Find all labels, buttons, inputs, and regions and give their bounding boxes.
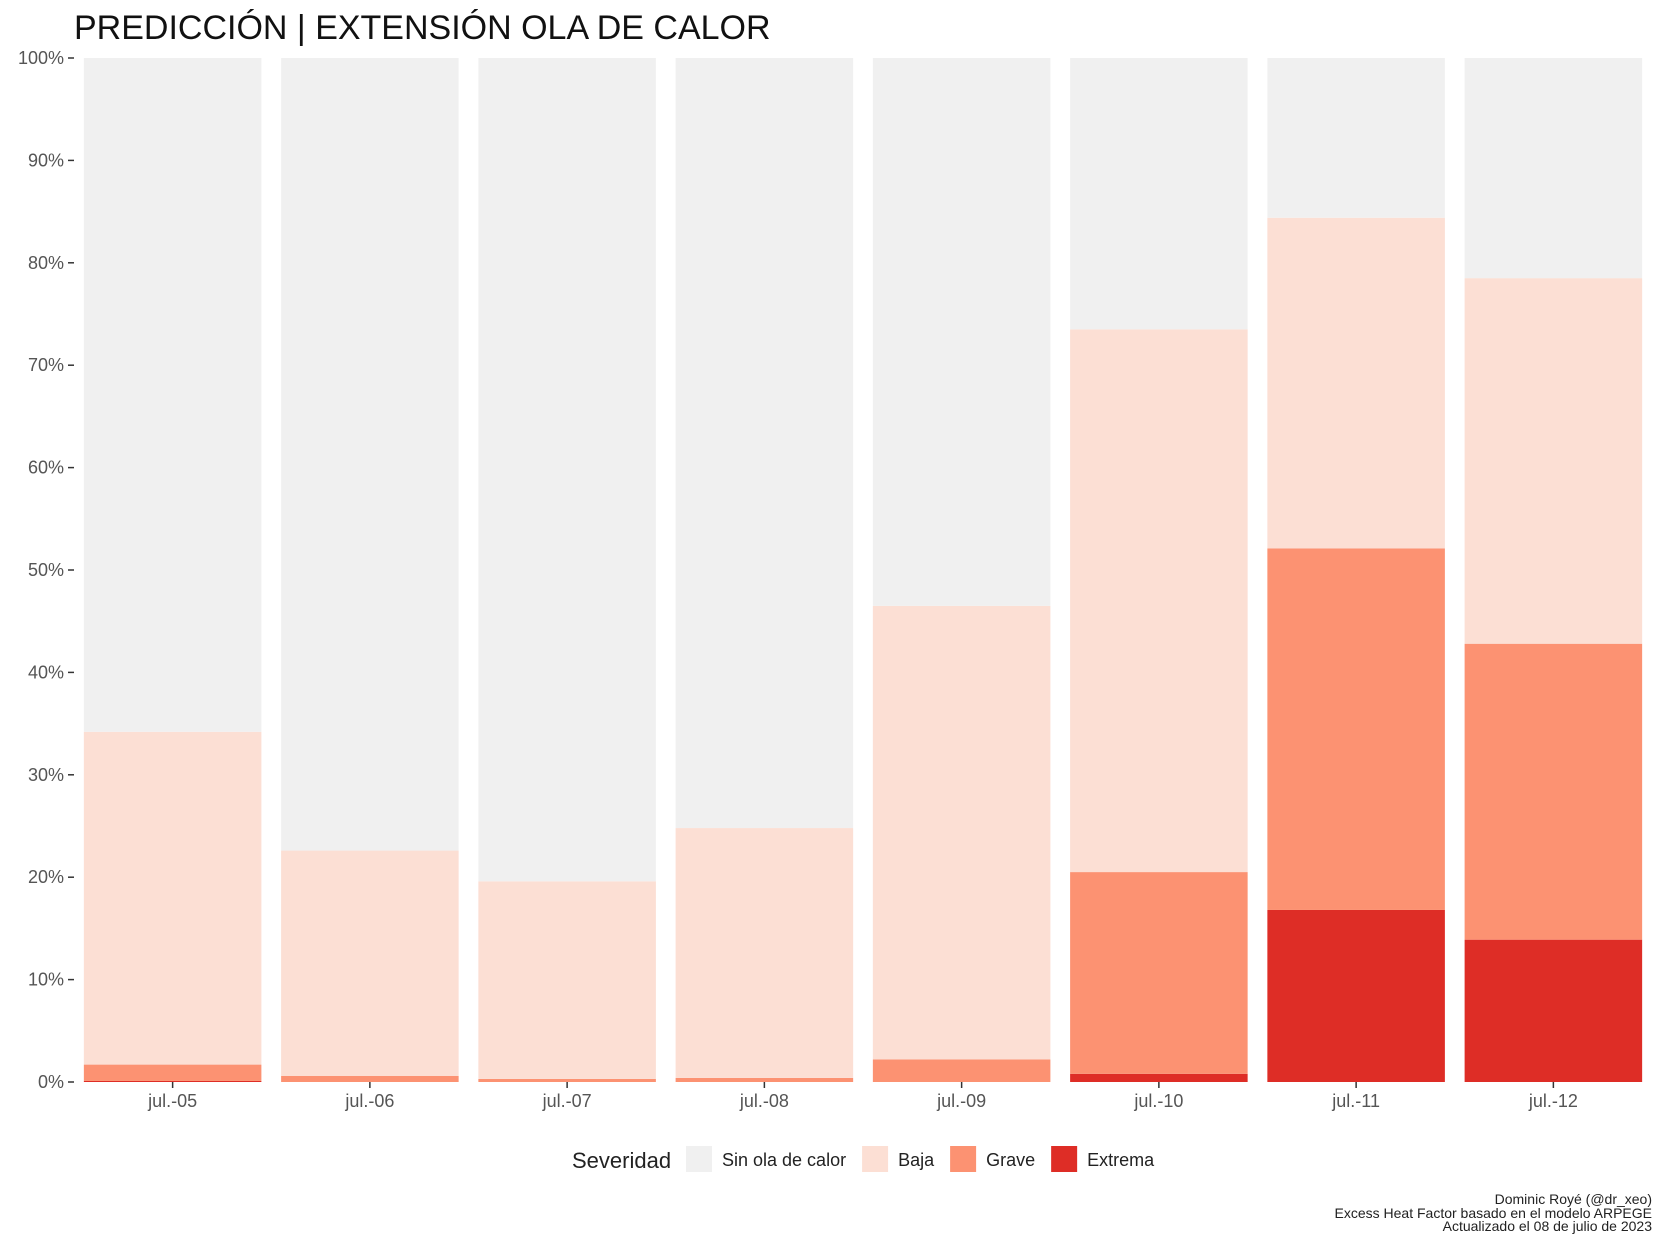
caption-line-updated: Actualizado el 08 de julio de 2023	[1443, 1218, 1653, 1234]
x-tick-label: jul.-07	[542, 1091, 592, 1111]
y-tick-label: 100%	[18, 48, 64, 68]
x-tick-label: jul.-09	[936, 1091, 986, 1111]
bar-segment-grave	[83, 1064, 262, 1081]
legend-label-sin-ola-de-calor: Sin ola de calor	[722, 1150, 846, 1170]
bar-segment-sin-ola-de-calor	[83, 58, 262, 732]
bar-segment-extrema	[1267, 909, 1445, 1082]
bar-segment-baja	[281, 850, 459, 1076]
x-tick-label: jul.-08	[739, 1091, 789, 1111]
bar-segment-baja	[872, 605, 1051, 1060]
bar-segment-grave	[281, 1075, 459, 1082]
bar-segment-sin-ola-de-calor	[478, 58, 656, 882]
bar-segment-sin-ola-de-calor	[1267, 58, 1445, 218]
y-tick-label: 80%	[28, 253, 64, 273]
caption: Dominic Royé (@dr_xeo) Excess Heat Facto…	[1335, 1191, 1653, 1234]
bar-segment-baja	[1070, 329, 1248, 873]
x-axis: jul.-05 jul.-06 jul.-07 jul.-08 jul.-09 jul.-…	[147, 1082, 1578, 1111]
x-tick-label: jul.-06	[344, 1091, 394, 1111]
legend: Severidad Sin ola de calor Baja Grave Extre…	[572, 1146, 1155, 1173]
legend-key-grave	[950, 1146, 977, 1172]
legend-label-baja: Baja	[898, 1150, 935, 1170]
caption-line-author: Dominic Royé (@dr_xeo)	[1495, 1191, 1652, 1207]
y-tick-label: 0%	[38, 1072, 64, 1092]
bar-segment-baja	[478, 881, 656, 1079]
bar-segment-extrema	[1464, 939, 1643, 1082]
bar-segment-extrema	[1070, 1073, 1248, 1082]
bar-segment-sin-ola-de-calor	[1464, 58, 1643, 279]
bar-segment-extrema	[83, 1080, 262, 1082]
legend-label-grave: Grave	[986, 1150, 1035, 1170]
caption-line-source: Excess Heat Factor basado en el modelo A…	[1335, 1205, 1653, 1221]
bar-segment-sin-ola-de-calor	[1070, 58, 1248, 330]
y-tick-label: 70%	[28, 355, 64, 375]
bar-segment-grave	[1464, 643, 1643, 940]
legend-label-extrema: Extrema	[1087, 1150, 1155, 1170]
chart-title: PREDICCIÓN | EXTENSIÓN OLA DE CALOR	[74, 9, 771, 47]
bar-segment-sin-ola-de-calor	[281, 58, 459, 851]
bar-segment-grave	[1267, 548, 1445, 910]
bar-segment-grave	[478, 1078, 656, 1082]
bar-segment-grave	[1070, 872, 1248, 1074]
bar-segment-grave	[872, 1059, 1051, 1082]
legend-title: Severidad	[572, 1148, 671, 1173]
y-tick-label: 90%	[28, 150, 64, 170]
y-tick-label: 40%	[28, 662, 64, 682]
x-tick-label: jul.-10	[1133, 1091, 1183, 1111]
bar-segment-baja	[1267, 217, 1445, 549]
x-tick-label: jul.-05	[147, 1091, 197, 1111]
y-axis: 0% 10% 20% 30% 40% 50% 60% 70% 80% 90% 100%	[18, 48, 74, 1092]
bar-segment-grave	[675, 1077, 854, 1082]
x-tick-label: jul.-11	[1331, 1091, 1380, 1111]
legend-key-baja	[862, 1146, 889, 1172]
y-tick-label: 50%	[28, 560, 64, 580]
bar-segment-baja	[1464, 278, 1643, 644]
bar-segment-sin-ola-de-calor	[675, 58, 854, 829]
legend-key-extrema	[1051, 1146, 1078, 1172]
bar-segment-baja	[675, 828, 854, 1078]
y-tick-label: 20%	[28, 867, 64, 887]
x-tick-label: jul.-12	[1528, 1091, 1578, 1111]
legend-key-sin-ola-de-calor	[686, 1146, 712, 1172]
bars-layer	[83, 58, 1643, 1082]
bar-segment-baja	[83, 731, 262, 1065]
bar-segment-sin-ola-de-calor	[872, 58, 1051, 606]
y-tick-label: 30%	[28, 765, 64, 785]
y-tick-label: 10%	[28, 970, 64, 990]
y-tick-label: 60%	[28, 458, 64, 478]
